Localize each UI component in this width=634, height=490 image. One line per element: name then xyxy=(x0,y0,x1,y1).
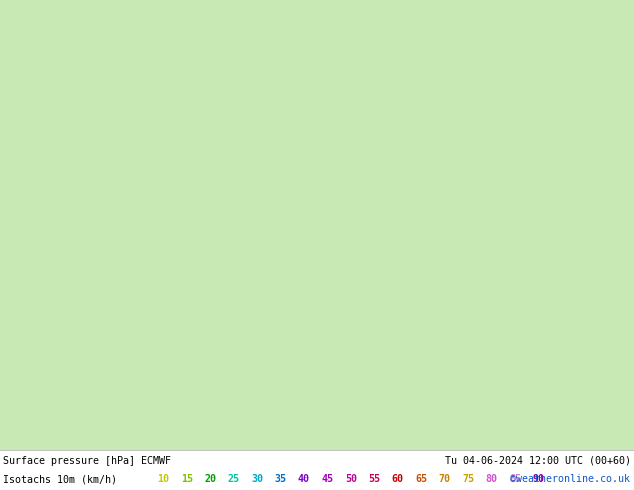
Text: 30: 30 xyxy=(251,474,263,484)
Text: 45: 45 xyxy=(321,474,333,484)
Text: Isotachs 10m (km/h): Isotachs 10m (km/h) xyxy=(3,474,117,484)
Text: 70: 70 xyxy=(439,474,451,484)
Text: ©weatheronline.co.uk: ©weatheronline.co.uk xyxy=(510,474,630,484)
Text: 75: 75 xyxy=(462,474,474,484)
Text: 25: 25 xyxy=(228,474,240,484)
Text: Tu 04-06-2024 12:00 UTC (00+60): Tu 04-06-2024 12:00 UTC (00+60) xyxy=(446,456,631,466)
FancyBboxPatch shape xyxy=(0,450,634,490)
Text: 50: 50 xyxy=(345,474,357,484)
Text: 65: 65 xyxy=(415,474,427,484)
Text: 15: 15 xyxy=(181,474,193,484)
Text: 80: 80 xyxy=(486,474,498,484)
Text: 90: 90 xyxy=(533,474,545,484)
Text: 40: 40 xyxy=(298,474,310,484)
Text: 60: 60 xyxy=(392,474,404,484)
Text: 85: 85 xyxy=(509,474,521,484)
Text: 20: 20 xyxy=(204,474,216,484)
Text: 10: 10 xyxy=(157,474,169,484)
Text: Surface pressure [hPa] ECMWF: Surface pressure [hPa] ECMWF xyxy=(3,456,171,466)
Text: 35: 35 xyxy=(275,474,287,484)
Text: 55: 55 xyxy=(368,474,380,484)
